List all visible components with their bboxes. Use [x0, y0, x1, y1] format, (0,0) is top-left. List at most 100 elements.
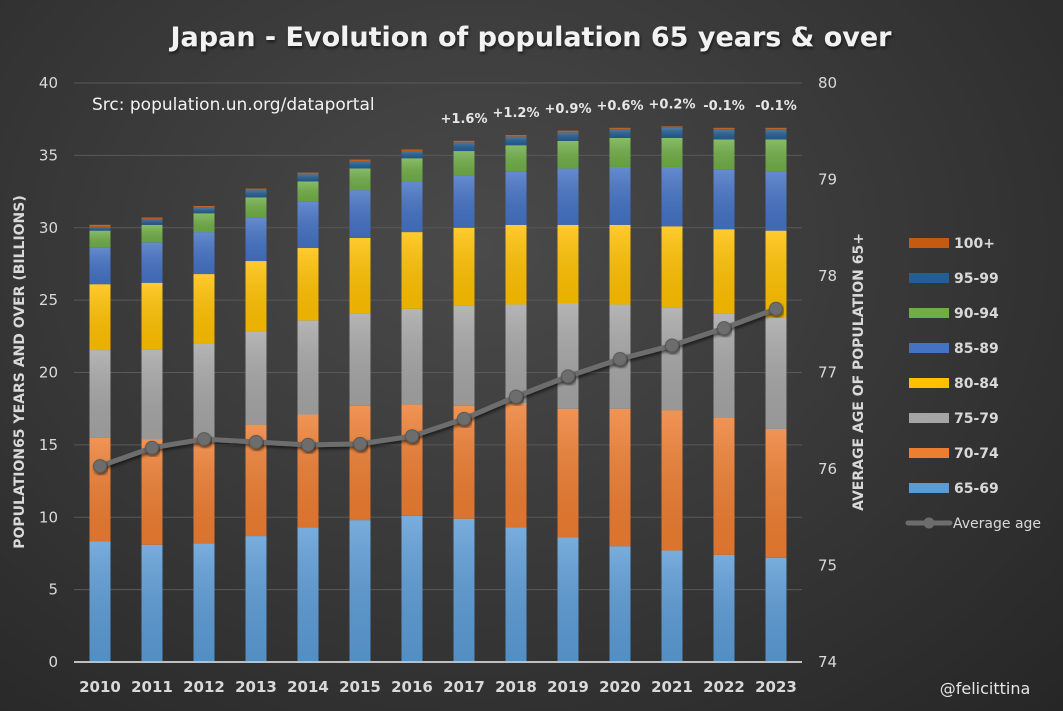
bar-stack-2015	[349, 159, 371, 662]
bar-segment-sheen	[141, 544, 163, 662]
bar-segment-sheen	[349, 405, 371, 521]
bar-segment-sheen	[401, 158, 423, 182]
bar-segment-sheen	[765, 428, 787, 558]
y-tick-label: 30	[39, 219, 58, 237]
y-tick-label: 20	[39, 364, 58, 382]
bar-segment-sheen	[453, 175, 475, 228]
growth-annotation: +0.2%	[649, 97, 696, 112]
legend-item: 85-89	[909, 341, 999, 357]
bar-segment-sheen	[505, 402, 527, 528]
bar-stack-2023	[765, 127, 787, 662]
average-age-point	[145, 440, 159, 455]
average-age-point	[353, 436, 367, 451]
growth-annotation: +0.9%	[545, 102, 592, 117]
growth-annotation: +1.2%	[493, 106, 540, 121]
bar-stack-2014	[297, 172, 319, 662]
x-tick-label: 2019	[547, 678, 589, 696]
bar-segment-sheen	[713, 417, 735, 555]
average-age-point	[405, 429, 419, 444]
bar-segment-sheen	[245, 190, 267, 198]
bar-segment-sheen	[297, 414, 319, 528]
bar-segment-sheen	[401, 308, 423, 405]
bar-segment-sheen	[401, 232, 423, 309]
bar-segment-sheen	[505, 304, 527, 403]
y-tick-label: 25	[39, 291, 58, 309]
bar-segment-sheen	[609, 224, 631, 305]
bar-stack-2016	[401, 149, 423, 662]
bar-segment-sheen	[453, 151, 475, 176]
bar-segment-sheen	[557, 303, 579, 409]
legend-label: 65-69	[954, 481, 999, 497]
bar-segment-sheen	[453, 405, 475, 519]
average-age-point	[769, 301, 783, 316]
bar-segment-sheen	[505, 527, 527, 662]
bar-stack-2021	[661, 126, 683, 662]
bar-segment-sheen	[193, 213, 215, 233]
y-axis-left: 0 5 10 15 20 25 30 35 40	[39, 74, 58, 671]
bar-segment-sheen	[141, 242, 163, 283]
bar-segment-sheen	[505, 171, 527, 225]
legend-label: 100+	[954, 236, 995, 252]
y2-tick-label: 74	[818, 653, 837, 671]
bar-stack-2020	[609, 127, 631, 662]
y-tick-label: 5	[48, 581, 58, 599]
y-axis-title: POPULATION65 YEARS AND OVER (BILLIONS)	[12, 195, 28, 549]
bar-segment-sheen	[557, 140, 579, 169]
y-tick-label: 40	[39, 74, 58, 92]
legend-swatch	[909, 448, 949, 458]
bar-stack-2022	[713, 127, 735, 662]
x-tick-label: 2016	[391, 678, 433, 696]
bar-segment-sheen	[609, 138, 631, 167]
legend-swatch	[909, 378, 949, 388]
bar-segment-sheen	[141, 224, 163, 243]
average-age-point	[301, 437, 315, 452]
credit: @felicittina	[940, 679, 1031, 698]
legend-swatch	[909, 343, 949, 353]
bar-segment-sheen	[401, 149, 423, 152]
bar-segment-sheen	[297, 527, 319, 662]
bar-segment-sheen	[401, 181, 423, 233]
x-tick-label: 2020	[599, 678, 641, 696]
bar-segment-sheen	[661, 138, 683, 167]
bar-segment-sheen	[609, 408, 631, 547]
x-tick-label: 2022	[703, 678, 745, 696]
bar-segment-sheen	[453, 142, 475, 152]
average-age-point	[457, 411, 471, 426]
bar-segment-sheen	[349, 161, 371, 169]
bar-segment-sheen	[141, 439, 163, 545]
legend-item: 75-79	[909, 411, 999, 427]
bar-segment-sheen	[609, 166, 631, 225]
legend-item: 100+	[909, 236, 995, 252]
legend-marker	[923, 517, 935, 529]
x-axis: 2010 2011 2012 2013 2014 2015 2016 2017 2018 2019…	[79, 678, 797, 696]
bar-segment-sheen	[661, 126, 683, 128]
bar-segment-sheen	[609, 129, 631, 139]
y2-tick-label: 77	[818, 364, 837, 382]
legend-swatch	[909, 413, 949, 423]
bar-segment-sheen	[401, 404, 423, 516]
bar-segment-sheen	[765, 230, 787, 318]
bar-segment-sheen	[89, 284, 111, 351]
legend-label: 70-74	[954, 446, 999, 462]
bar-segment-sheen	[349, 313, 371, 406]
bar-segment-sheen	[453, 227, 475, 306]
bar-stack-2018	[505, 135, 527, 662]
bar-segment-sheen	[401, 151, 423, 159]
bar-segment-sheen	[89, 224, 111, 228]
bar-segment-sheen	[765, 171, 787, 231]
x-tick-label: 2023	[755, 678, 797, 696]
bar-segment-sheen	[765, 127, 787, 130]
y2-axis-title: AVERAGE AGE OF POPULATION 65+	[851, 233, 867, 511]
y2-tick-label: 75	[818, 557, 837, 575]
bar-segment-sheen	[89, 541, 111, 662]
average-age-point	[197, 432, 211, 447]
bar-segment-sheen	[297, 172, 319, 175]
bar-segment-sheen	[557, 168, 579, 225]
average-age-line-path	[99, 306, 777, 469]
legend-swatch	[909, 308, 949, 318]
y-tick-label: 15	[39, 436, 58, 454]
average-age-point	[93, 459, 107, 474]
legend-swatch	[909, 273, 949, 283]
legend-label: 90-94	[954, 306, 999, 322]
legend-item: 90-94	[909, 306, 999, 322]
